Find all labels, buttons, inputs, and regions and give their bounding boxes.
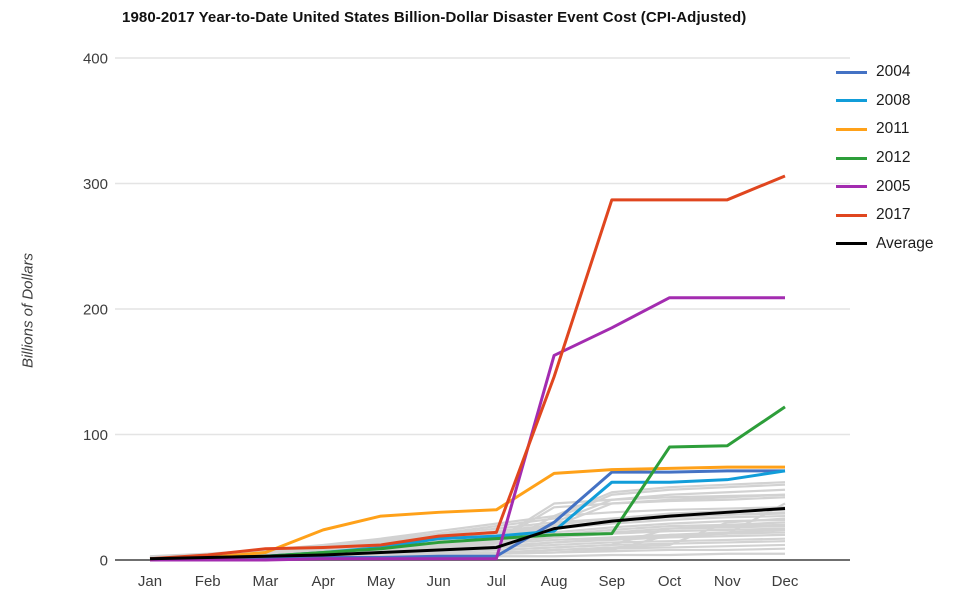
x-tick-label-May: May [367,573,396,590]
x-tick-label-Mar: Mar [253,573,279,590]
series-line-2005 [150,296,785,562]
legend-swatch-average [836,242,867,246]
y-tick-label-300: 300 [83,176,108,193]
legend-label-average: Average [876,234,934,252]
legend-label-2011: 2011 [876,120,910,138]
y-tick-label-400: 400 [83,51,108,68]
series-line-average [149,507,786,561]
legend-swatch-2012 [836,156,867,160]
chart-title: 1980-2017 Year-to-Date United States Bil… [122,9,747,26]
x-tick-label-Jul: Jul [487,573,506,590]
legend-item-average[interactable]: Average [836,230,953,259]
legend-item-2012[interactable]: 2012 [836,144,953,173]
legend-swatch-2008 [836,99,867,103]
x-tick-label-Dec: Dec [772,573,799,590]
legend-label-2004: 2004 [876,63,911,81]
y-tick-label-100: 100 [83,427,108,444]
series-line-2011 [149,465,785,561]
legend-label-2012: 2012 [876,149,911,167]
x-tick-label-Oct: Oct [658,573,682,590]
legend-item-2008[interactable]: 2008 [836,87,953,116]
x-tick-label-Aug: Aug [541,573,568,590]
series-line-2017 [149,174,786,561]
x-tick-label-Jan: Jan [138,573,162,590]
legend-swatch-2011 [836,127,867,131]
legend-item-2011[interactable]: 2011 [836,115,953,144]
chart-legend: 2004 2008 2011 2012 2005 2017 Average [836,58,953,258]
legend-swatch-2017 [836,213,867,217]
x-tick-label-Sep: Sep [598,573,625,590]
legend-label-2017: 2017 [876,206,911,224]
legend-item-2005[interactable]: 2005 [836,172,953,201]
y-tick-label-0: 0 [100,553,108,570]
legend-label-2005: 2005 [876,177,911,195]
legend-label-2008: 2008 [876,91,911,109]
legend-swatch-2004 [836,70,867,74]
x-tick-label-Jun: Jun [427,573,451,590]
x-tick-label-Nov: Nov [714,573,741,590]
legend-swatch-2005 [836,185,867,189]
x-tick-label-Feb: Feb [195,573,221,590]
y-tick-label-200: 200 [83,302,108,319]
legend-item-2017[interactable]: 2017 [836,201,953,230]
x-tick-label-Apr: Apr [312,573,335,590]
legend-item-2004[interactable]: 2004 [836,58,953,87]
